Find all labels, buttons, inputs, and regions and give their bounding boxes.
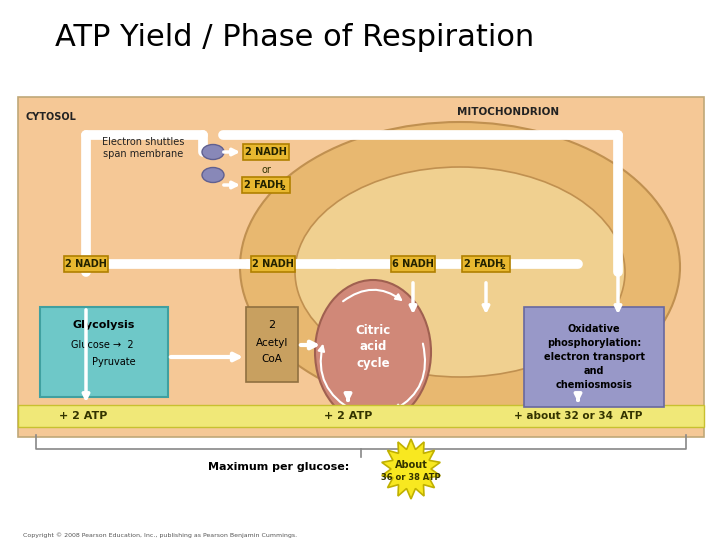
Bar: [64, 256, 108, 272]
Bar: [391, 256, 435, 272]
Text: 2: 2: [269, 320, 276, 330]
Ellipse shape: [202, 145, 224, 159]
Text: Citric
acid
cycle: Citric acid cycle: [356, 323, 391, 370]
Bar: [18, 97, 704, 437]
Text: 2 FADH: 2 FADH: [244, 180, 284, 190]
Text: About: About: [395, 460, 428, 470]
Text: Electron shuttles
span membrane: Electron shuttles span membrane: [102, 137, 184, 159]
Ellipse shape: [240, 122, 680, 412]
Text: + about 32 or 34  ATP: + about 32 or 34 ATP: [514, 411, 642, 421]
Text: 2 NADH: 2 NADH: [245, 147, 287, 157]
Text: 36 or 38 ATP: 36 or 38 ATP: [381, 472, 441, 482]
Text: Glucose →  2: Glucose → 2: [71, 340, 133, 350]
Text: Oxidative
phosphorylation:
electron transport
and
chemiosmosis: Oxidative phosphorylation: electron tran…: [544, 324, 644, 390]
Text: CoA: CoA: [261, 354, 282, 364]
Bar: [251, 256, 295, 272]
Bar: [18, 405, 704, 427]
Text: ATP Yield / Phase of Respiration: ATP Yield / Phase of Respiration: [55, 24, 534, 52]
Text: 2 NADH: 2 NADH: [65, 259, 107, 269]
Ellipse shape: [295, 167, 625, 377]
Text: Glycolysis: Glycolysis: [73, 320, 135, 330]
Text: 2: 2: [281, 185, 285, 191]
Text: Acetyl: Acetyl: [256, 338, 288, 348]
Polygon shape: [382, 439, 440, 499]
Text: Pyruvate: Pyruvate: [92, 357, 136, 367]
Text: 2 NADH: 2 NADH: [252, 259, 294, 269]
Bar: [242, 177, 290, 193]
Text: 2: 2: [500, 264, 505, 270]
Text: or: or: [261, 165, 271, 175]
Ellipse shape: [315, 280, 431, 424]
Text: 2 FADH: 2 FADH: [464, 259, 503, 269]
Bar: [243, 144, 289, 160]
Ellipse shape: [202, 167, 224, 183]
Text: Maximum per glucose:: Maximum per glucose:: [208, 462, 349, 472]
Bar: [40, 307, 168, 397]
Bar: [524, 307, 664, 407]
Text: + 2 ATP: + 2 ATP: [59, 411, 107, 421]
Text: 6 NADH: 6 NADH: [392, 259, 434, 269]
Text: CYTOSOL: CYTOSOL: [26, 112, 77, 122]
Text: MITOCHONDRION: MITOCHONDRION: [457, 107, 559, 117]
Text: + 2 ATP: + 2 ATP: [324, 411, 372, 421]
Text: Copyright © 2008 Pearson Education, Inc., publishing as Pearson Benjamin Cumming: Copyright © 2008 Pearson Education, Inc.…: [23, 532, 297, 538]
Bar: [462, 256, 510, 272]
Bar: [246, 307, 298, 382]
